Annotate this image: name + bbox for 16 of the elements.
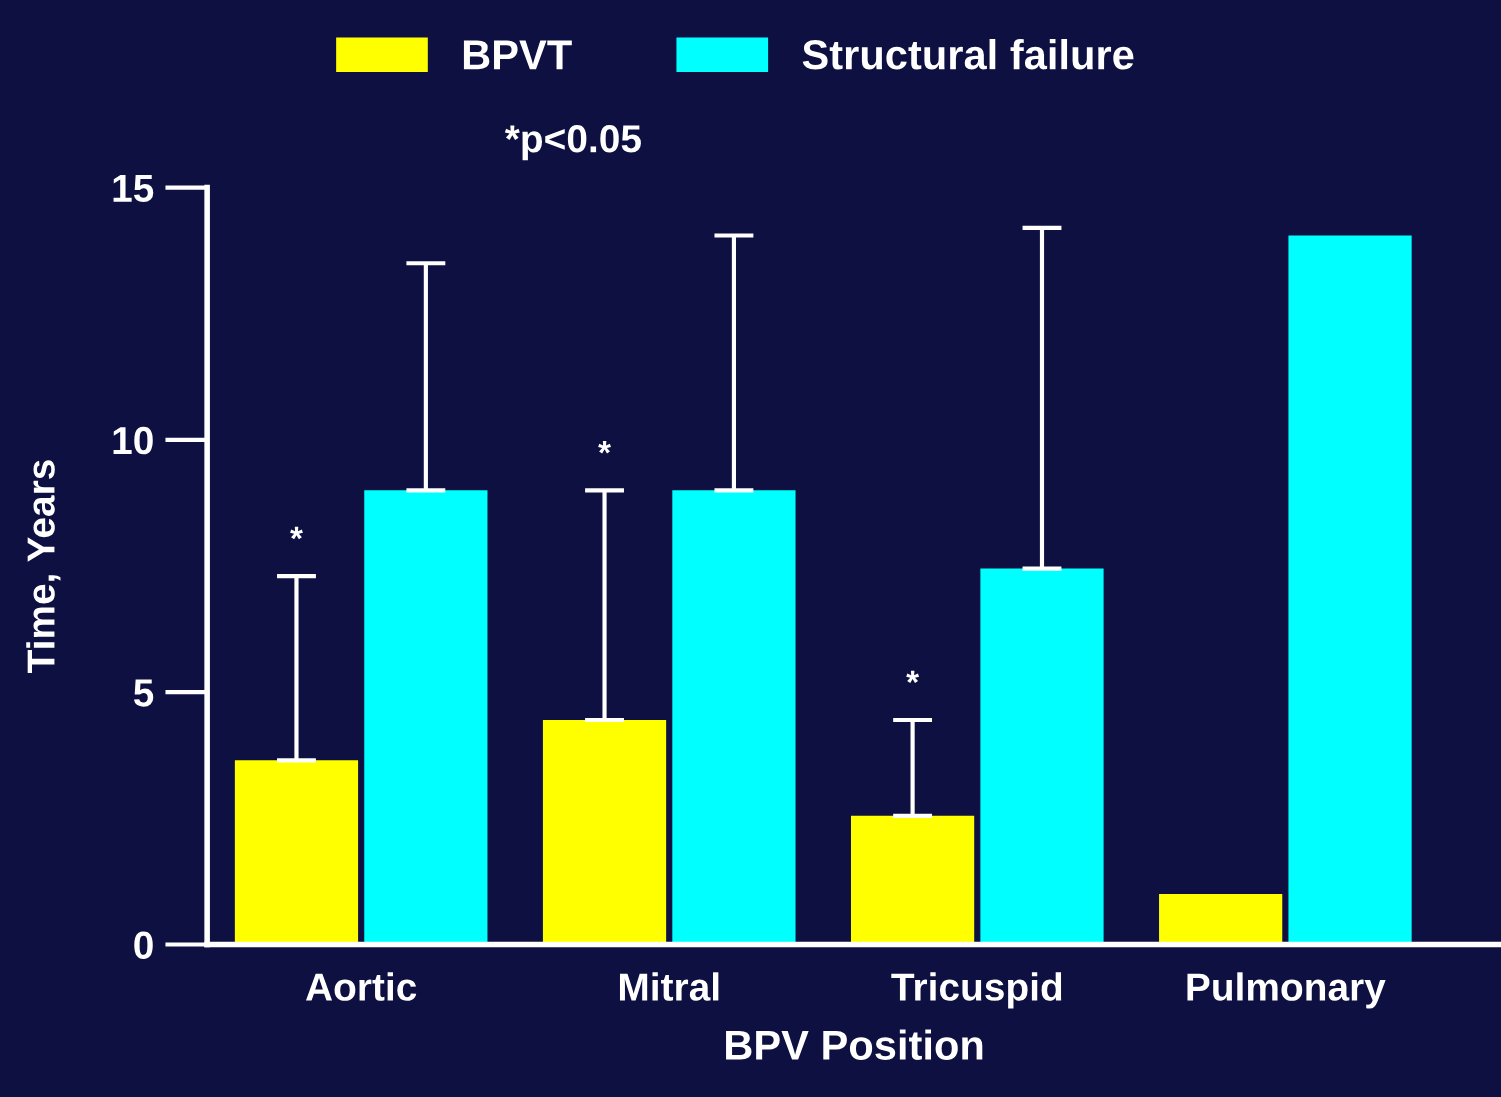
x-tick-label: Mitral <box>619 972 719 1001</box>
annotation: * <box>290 526 303 540</box>
text: *p<0.05 <box>504 125 641 161</box>
annotation: * <box>598 441 611 454</box>
y-tick-label: 5 <box>133 679 154 707</box>
annotation: * <box>906 670 920 684</box>
x-tick-label: Aortic <box>305 972 417 1001</box>
legend-label: Structural failure <box>802 38 1134 70</box>
x-tick-label: Tricuspid <box>891 972 1062 1009</box>
y-tick-label: 10 <box>113 426 153 455</box>
x-tick-label: Pulmonary <box>1187 972 1386 1009</box>
y-tick-label: 15 <box>113 174 154 203</box>
y-tick-label: 0 <box>134 931 153 959</box>
y-axis-title: Time, Years <box>26 460 61 674</box>
x-axis-title: BPV Position <box>726 1029 983 1060</box>
legend-label: BPVT <box>463 40 572 70</box>
